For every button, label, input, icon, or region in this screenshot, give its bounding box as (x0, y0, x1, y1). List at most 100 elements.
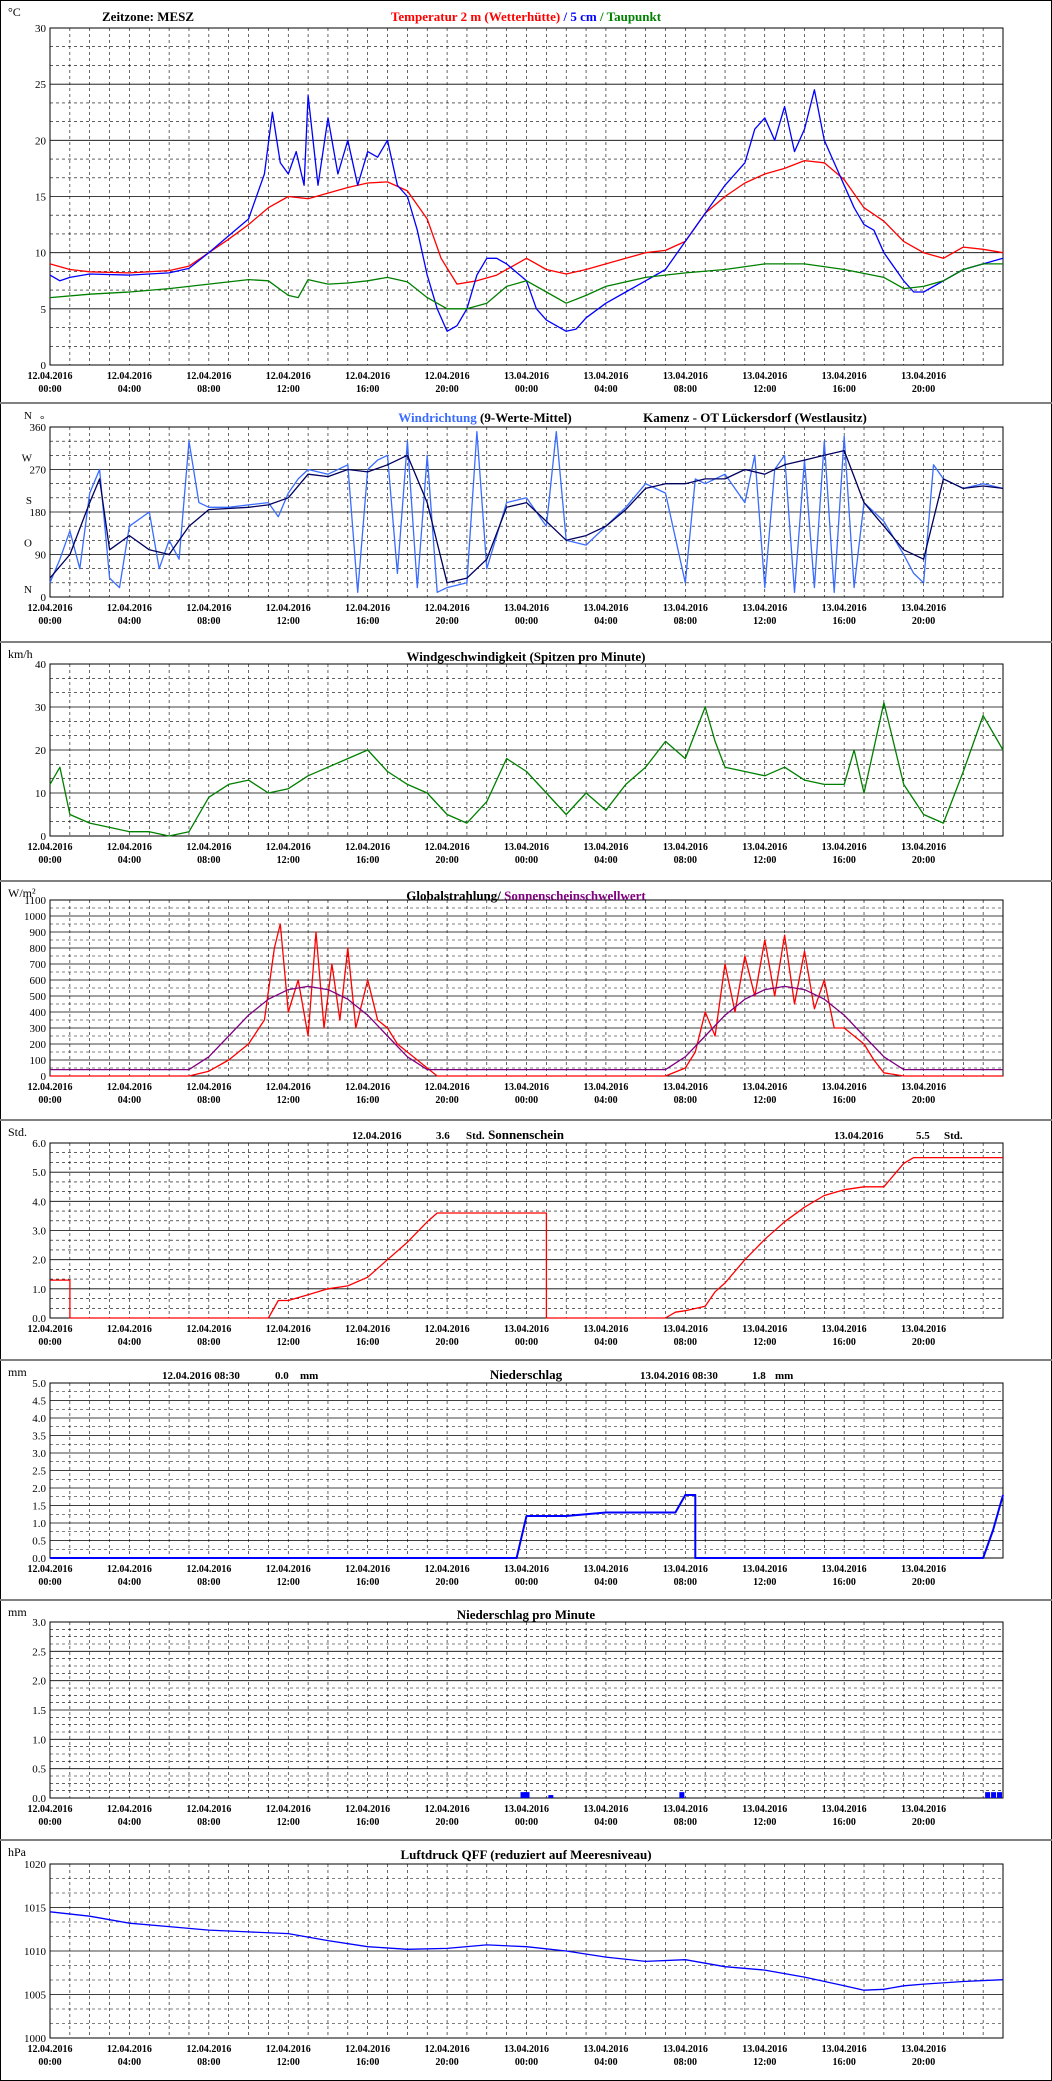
x-tick-date: 12.04.2016 (28, 842, 73, 853)
y-tick-label: 1.0 (32, 1734, 46, 1746)
x-tick-date: 13.04.2016 (504, 371, 549, 382)
y-tick-label: 1.0 (32, 1518, 46, 1530)
panel-title-part: Windgeschwindigkeit (Spitzen pro Minute) (407, 649, 646, 664)
x-tick-date: 12.04.2016 (28, 2044, 73, 2055)
y-tick-label: 400 (30, 1007, 47, 1019)
x-tick-date: 12.04.2016 (425, 371, 470, 382)
x-tick-time: 12:00 (277, 1337, 300, 1348)
y-unit-label: mm (8, 1605, 27, 1619)
x-tick-date: 13.04.2016 (742, 603, 787, 614)
x-tick-time: 04:00 (594, 384, 617, 395)
x-tick-date: 13.04.2016 (742, 1804, 787, 1815)
day2-unit: Std. (944, 1130, 963, 1142)
x-tick-date: 12.04.2016 (107, 842, 152, 853)
series-line-lightblue (49, 431, 1004, 593)
y-tick-label: 0.0 (32, 1793, 46, 1805)
x-tick-date: 12.04.2016 (28, 371, 73, 382)
y-tick-label: 3.5 (32, 1431, 46, 1443)
x-tick-date: 13.04.2016 (742, 842, 787, 853)
x-tick-time: 08:00 (674, 384, 697, 395)
day1-unit: mm (300, 1370, 318, 1382)
x-tick-date: 12.04.2016 (266, 603, 311, 614)
x-tick-date: 13.04.2016 (583, 603, 628, 614)
y-tick-label: 3.0 (32, 1226, 46, 1238)
x-tick-date: 12.04.2016 (425, 842, 470, 853)
panel-title-part: / (560, 9, 570, 24)
x-tick-date: 13.04.2016 (504, 842, 549, 853)
x-tick-time: 20:00 (912, 616, 935, 627)
x-tick-time: 04:00 (118, 1577, 141, 1588)
y-tick-label: 800 (30, 943, 47, 955)
x-tick-date: 13.04.2016 (901, 371, 946, 382)
x-tick-date: 13.04.2016 (504, 1804, 549, 1815)
x-tick-time: 04:00 (118, 616, 141, 627)
y-tick-label: 360 (30, 422, 47, 434)
y-tick-label: 4.0 (32, 1413, 46, 1425)
x-tick-date: 12.04.2016 (425, 1324, 470, 1335)
x-tick-time: 08:00 (197, 1577, 220, 1588)
x-tick-time: 12:00 (753, 616, 776, 627)
y-unit-label: km/h (8, 647, 33, 661)
panel-title-part: Temperatur 2 m (Wetterhütte) (391, 9, 560, 24)
x-tick-time: 04:00 (594, 1095, 617, 1106)
x-tick-date: 13.04.2016 (663, 1564, 708, 1575)
x-tick-time: 16:00 (356, 1817, 379, 1828)
x-tick-date: 13.04.2016 (901, 1804, 946, 1815)
data-bar (985, 1792, 991, 1798)
y-tick-label: 1.0 (32, 1284, 46, 1296)
x-tick-date: 13.04.2016 (583, 1082, 628, 1093)
y-tick-label: 500 (30, 991, 47, 1003)
x-tick-time: 00:00 (515, 1095, 538, 1106)
y-tick-label: 200 (30, 1039, 47, 1051)
x-tick-time: 08:00 (674, 1817, 697, 1828)
x-tick-time: 04:00 (594, 1817, 617, 1828)
x-tick-time: 08:00 (674, 616, 697, 627)
x-tick-date: 13.04.2016 (583, 842, 628, 853)
y-tick-label: 4.5 (32, 1396, 46, 1408)
x-tick-date: 13.04.2016 (822, 842, 867, 853)
x-tick-time: 00:00 (38, 384, 61, 395)
y-tick-label: 1.5 (32, 1501, 46, 1513)
x-tick-time: 20:00 (912, 1337, 935, 1348)
panel-title: Temperatur 2 m (Wetterhütte) / 5 cm / Ta… (391, 9, 662, 24)
x-tick-time: 12:00 (277, 855, 300, 866)
x-tick-date: 12.04.2016 (186, 1324, 231, 1335)
series-line-purple (50, 985, 1003, 1071)
y-tick-label: 1.5 (32, 1705, 46, 1717)
day2-date: 13.04.2016 08:30 (640, 1370, 718, 1382)
x-tick-time: 20:00 (435, 1337, 458, 1348)
day1-value: 3.6 (436, 1130, 450, 1142)
x-tick-time: 12:00 (277, 1817, 300, 1828)
x-tick-time: 08:00 (197, 384, 220, 395)
series-line-blue (49, 1911, 1004, 1991)
x-tick-date: 13.04.2016 (663, 1082, 708, 1093)
day2-unit: mm (775, 1370, 793, 1382)
panel-title: Niederschlag pro Minute (457, 1607, 596, 1622)
x-tick-time: 04:00 (594, 855, 617, 866)
x-tick-time: 12:00 (277, 1095, 300, 1106)
x-tick-date: 12.04.2016 (186, 1082, 231, 1093)
y-tick-label: 6.0 (32, 1138, 46, 1150)
x-tick-date: 13.04.2016 (901, 1082, 946, 1093)
x-tick-time: 12:00 (753, 1095, 776, 1106)
x-tick-time: 16:00 (356, 855, 379, 866)
x-tick-time: 00:00 (38, 2057, 61, 2068)
x-tick-time: 00:00 (515, 1577, 538, 1588)
x-tick-date: 13.04.2016 (742, 1564, 787, 1575)
x-tick-time: 04:00 (118, 1337, 141, 1348)
panel-title: Windgeschwindigkeit (Spitzen pro Minute) (407, 649, 646, 664)
y-tick-label: 2.5 (32, 1646, 46, 1658)
day1-date: 12.04.2016 (352, 1130, 402, 1142)
x-tick-time: 00:00 (515, 1817, 538, 1828)
x-tick-time: 04:00 (594, 2057, 617, 2068)
x-tick-time: 00:00 (515, 1337, 538, 1348)
x-tick-time: 12:00 (753, 855, 776, 866)
y-tick-label: 4.0 (32, 1196, 46, 1208)
chart-panel-precip: 0.0 0.5 1.0 1.5 2.0 2.5 3.0 3.5 4.0 4.5 5.0 mm 12.04… (0, 1359, 1052, 1588)
x-tick-date: 13.04.2016 (583, 1564, 628, 1575)
x-tick-date: 13.04.2016 (583, 2044, 628, 2055)
